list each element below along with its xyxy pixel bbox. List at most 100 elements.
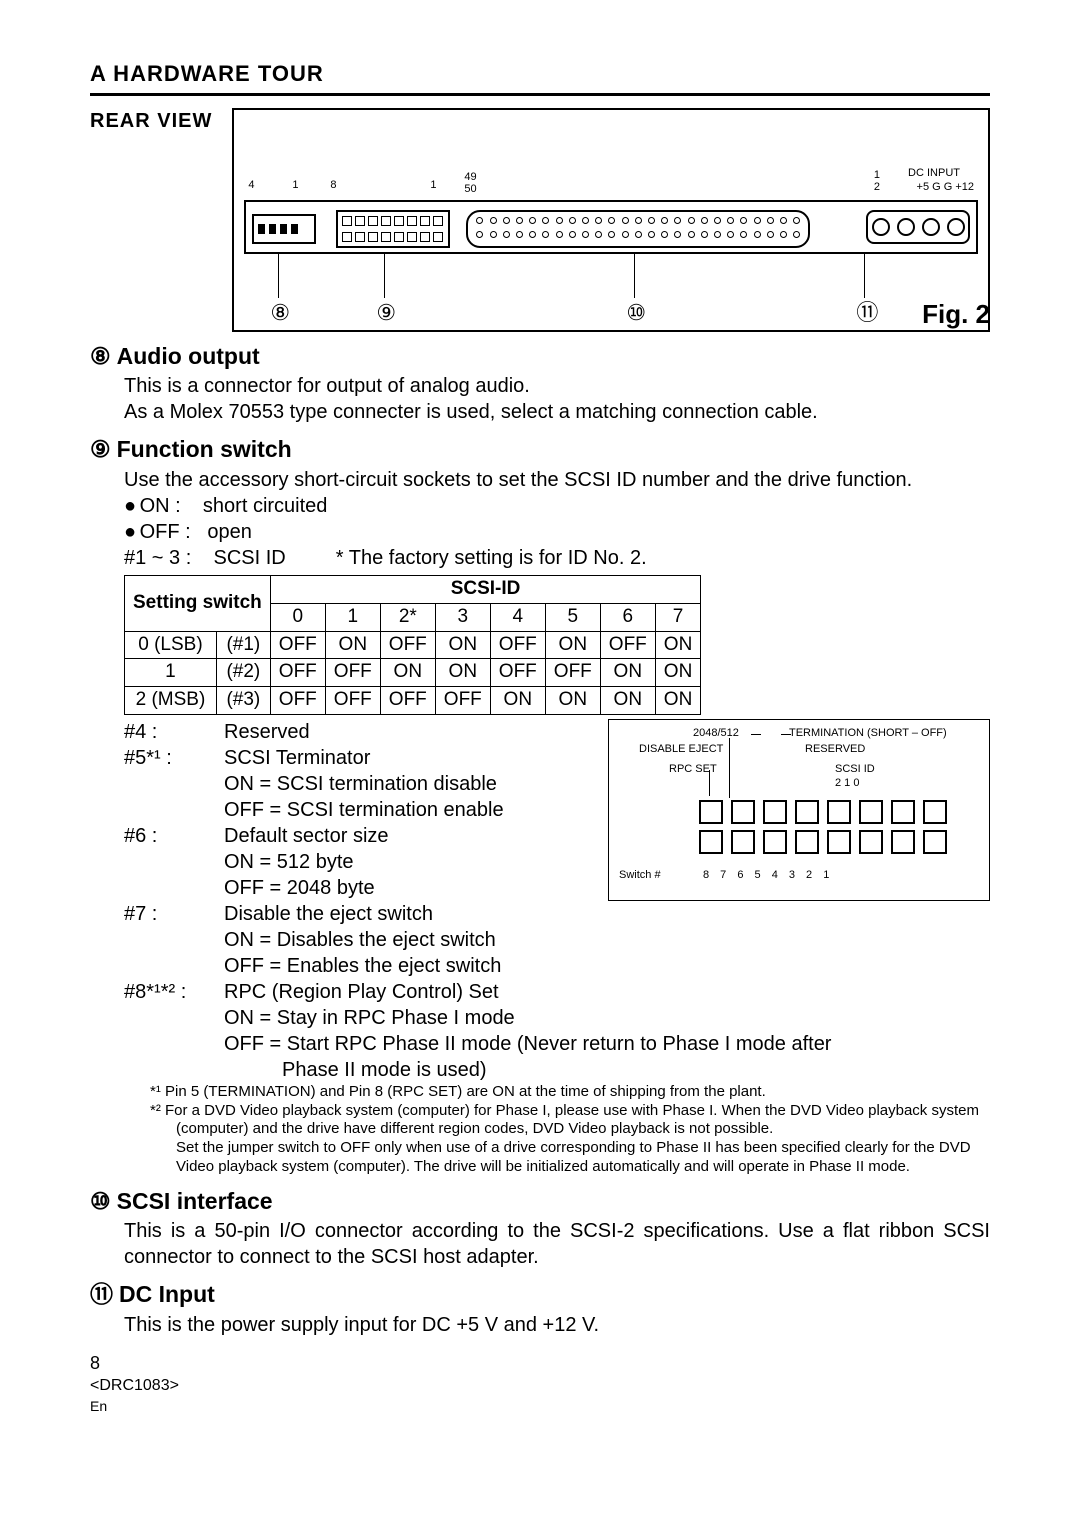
fs-on-v: short circuited [203, 495, 328, 517]
footnote-3: Set the jumper switch to OFF only when u… [150, 1139, 990, 1177]
sd-swlabel: Switch # [619, 868, 661, 882]
section-header: A HARDWARE TOUR [90, 60, 990, 89]
r0v2: OFF [380, 631, 435, 659]
inner-slot [244, 200, 978, 254]
r0b: (#1) [216, 631, 270, 659]
r0v5: ON [545, 631, 600, 659]
d8k: #8*¹*² : [124, 979, 224, 1005]
r1v4: OFF [490, 659, 545, 687]
dc-connector [866, 210, 970, 244]
fs-range: #1 ~ 3 : SCSI ID * The factory setting i… [124, 545, 990, 571]
d7k: #7 : [124, 901, 224, 927]
c0: 0 [270, 604, 325, 632]
r2v3: OFF [435, 687, 490, 715]
heading-function-switch: ⑨Function switch [90, 435, 990, 465]
switch-diagram: 2048/512 DISABLE EJECT RPC SET TERMINATI… [608, 719, 990, 901]
sd-leader4 [709, 770, 710, 796]
sd-res: RESERVED [805, 742, 865, 756]
c6: 6 [600, 604, 655, 632]
r1v7: ON [655, 659, 701, 687]
c1: 1 [325, 604, 380, 632]
callout-10: ⑩ [626, 299, 646, 328]
fs-intro: Use the accessory short-circuit sockets … [124, 467, 990, 493]
d7v3: OFF = Enables the eject switch [224, 953, 990, 979]
page-number: 8 [90, 1352, 990, 1375]
sd-scsi: SCSI ID [835, 762, 875, 776]
r0v0: OFF [270, 631, 325, 659]
callout-8: ⑧ [270, 299, 290, 328]
c3: 3 [435, 604, 490, 632]
r2v2: OFF [380, 687, 435, 715]
r2v0: OFF [270, 687, 325, 715]
leader-11 [864, 252, 865, 298]
c2: 2* [380, 604, 435, 632]
rear-view-label: REAR VIEW [90, 108, 212, 134]
dc-right: 2 [874, 180, 880, 194]
leader-8 [278, 252, 279, 298]
num-11: ⑪ [90, 1281, 113, 1307]
r2v7: ON [655, 687, 701, 715]
d8v3: OFF = Start RPC Phase II mode (Never ret… [224, 1031, 990, 1057]
th-scsiid: SCSI-ID [270, 576, 701, 604]
audio-l2: As a Molex 70553 type connecter is used,… [124, 399, 990, 425]
r0v7: ON [655, 631, 701, 659]
r2v5: ON [545, 687, 600, 715]
d8v4: Phase II mode is used) [224, 1057, 990, 1083]
c5: 5 [545, 604, 600, 632]
d8v1: RPC (Region Play Control) Set [224, 979, 990, 1005]
figure-label: Fig. 2 [922, 298, 990, 332]
heading-audio-output: ⑧Audio output [90, 342, 990, 372]
fs-range-k: #1 ~ 3 : [124, 547, 191, 569]
d6k: #6 : [124, 823, 224, 849]
r0v4: OFF [490, 631, 545, 659]
scsi-pin-bot: 50 [464, 182, 476, 196]
d5k: #5*¹ : [124, 745, 224, 771]
sd-row-bot [699, 830, 947, 854]
r2v1: OFF [325, 687, 380, 715]
d5v2: ON = SCSI termination disable [224, 771, 598, 797]
fs-on-k: ON : [140, 495, 181, 517]
r1v3: ON [435, 659, 490, 687]
scsi-connector [466, 210, 810, 248]
footnote-1: *¹ Pin 5 (TERMINATION) and Pin 8 (RPC SE… [150, 1083, 990, 1102]
title-9: Function switch [117, 436, 292, 462]
r1v5: OFF [545, 659, 600, 687]
r1a: 1 [125, 659, 217, 687]
audio-connector [252, 214, 316, 244]
r2a: 2 (MSB) [125, 687, 217, 715]
d8v2: ON = Stay in RPC Phase I mode [224, 1005, 990, 1031]
r0a: 0 (LSB) [125, 631, 217, 659]
doc-code: <DRC1083> [90, 1376, 990, 1397]
r0v3: ON [435, 631, 490, 659]
r0v1: ON [325, 631, 380, 659]
sd-210: 2 1 0 [835, 776, 859, 790]
sd-row-top [699, 800, 947, 824]
func-pin-top: 8 [330, 178, 336, 192]
page-footer: 8 <DRC1083> En [90, 1352, 990, 1414]
r2v6: ON [600, 687, 655, 715]
footnote-2: *² For a DVD Video playback system (comp… [150, 1102, 990, 1140]
heading-scsi: ⑩SCSI interface [90, 1187, 990, 1217]
fs-factory: * The factory setting is for ID No. 2. [336, 547, 647, 569]
fs-range-v: SCSI ID [214, 547, 286, 569]
num-9: ⑨ [90, 436, 111, 462]
scsi-row-0: 0 (LSB) (#1) OFF ON OFF ON OFF ON OFF ON [125, 631, 701, 659]
d4v: Reserved [224, 719, 598, 745]
r1v6: ON [600, 659, 655, 687]
callout-9: ⑨ [376, 299, 396, 328]
func-pin-bot: 1 [430, 178, 436, 192]
fs-off: ● OFF : open [124, 519, 990, 545]
num-8: ⑧ [90, 343, 111, 369]
r1b: (#2) [216, 659, 270, 687]
d6v1: Default sector size [224, 823, 598, 849]
scsi-row-1: 1 (#2) OFF OFF ON ON OFF OFF ON ON [125, 659, 701, 687]
audio-pin-top: 4 [248, 178, 254, 192]
d6v2: ON = 512 byte [224, 849, 598, 875]
callout-11: ⑪ [856, 299, 878, 328]
sd-leader [729, 738, 730, 798]
rear-view-diagram: 4 1 8 1 49 50 1 2 DC INPUT +5 G G +12 [232, 108, 990, 332]
function-switch-connector [336, 210, 450, 248]
c7: 7 [655, 604, 701, 632]
r1v0: OFF [270, 659, 325, 687]
sd-term: TERMINATION (SHORT – OFF) [789, 726, 947, 740]
